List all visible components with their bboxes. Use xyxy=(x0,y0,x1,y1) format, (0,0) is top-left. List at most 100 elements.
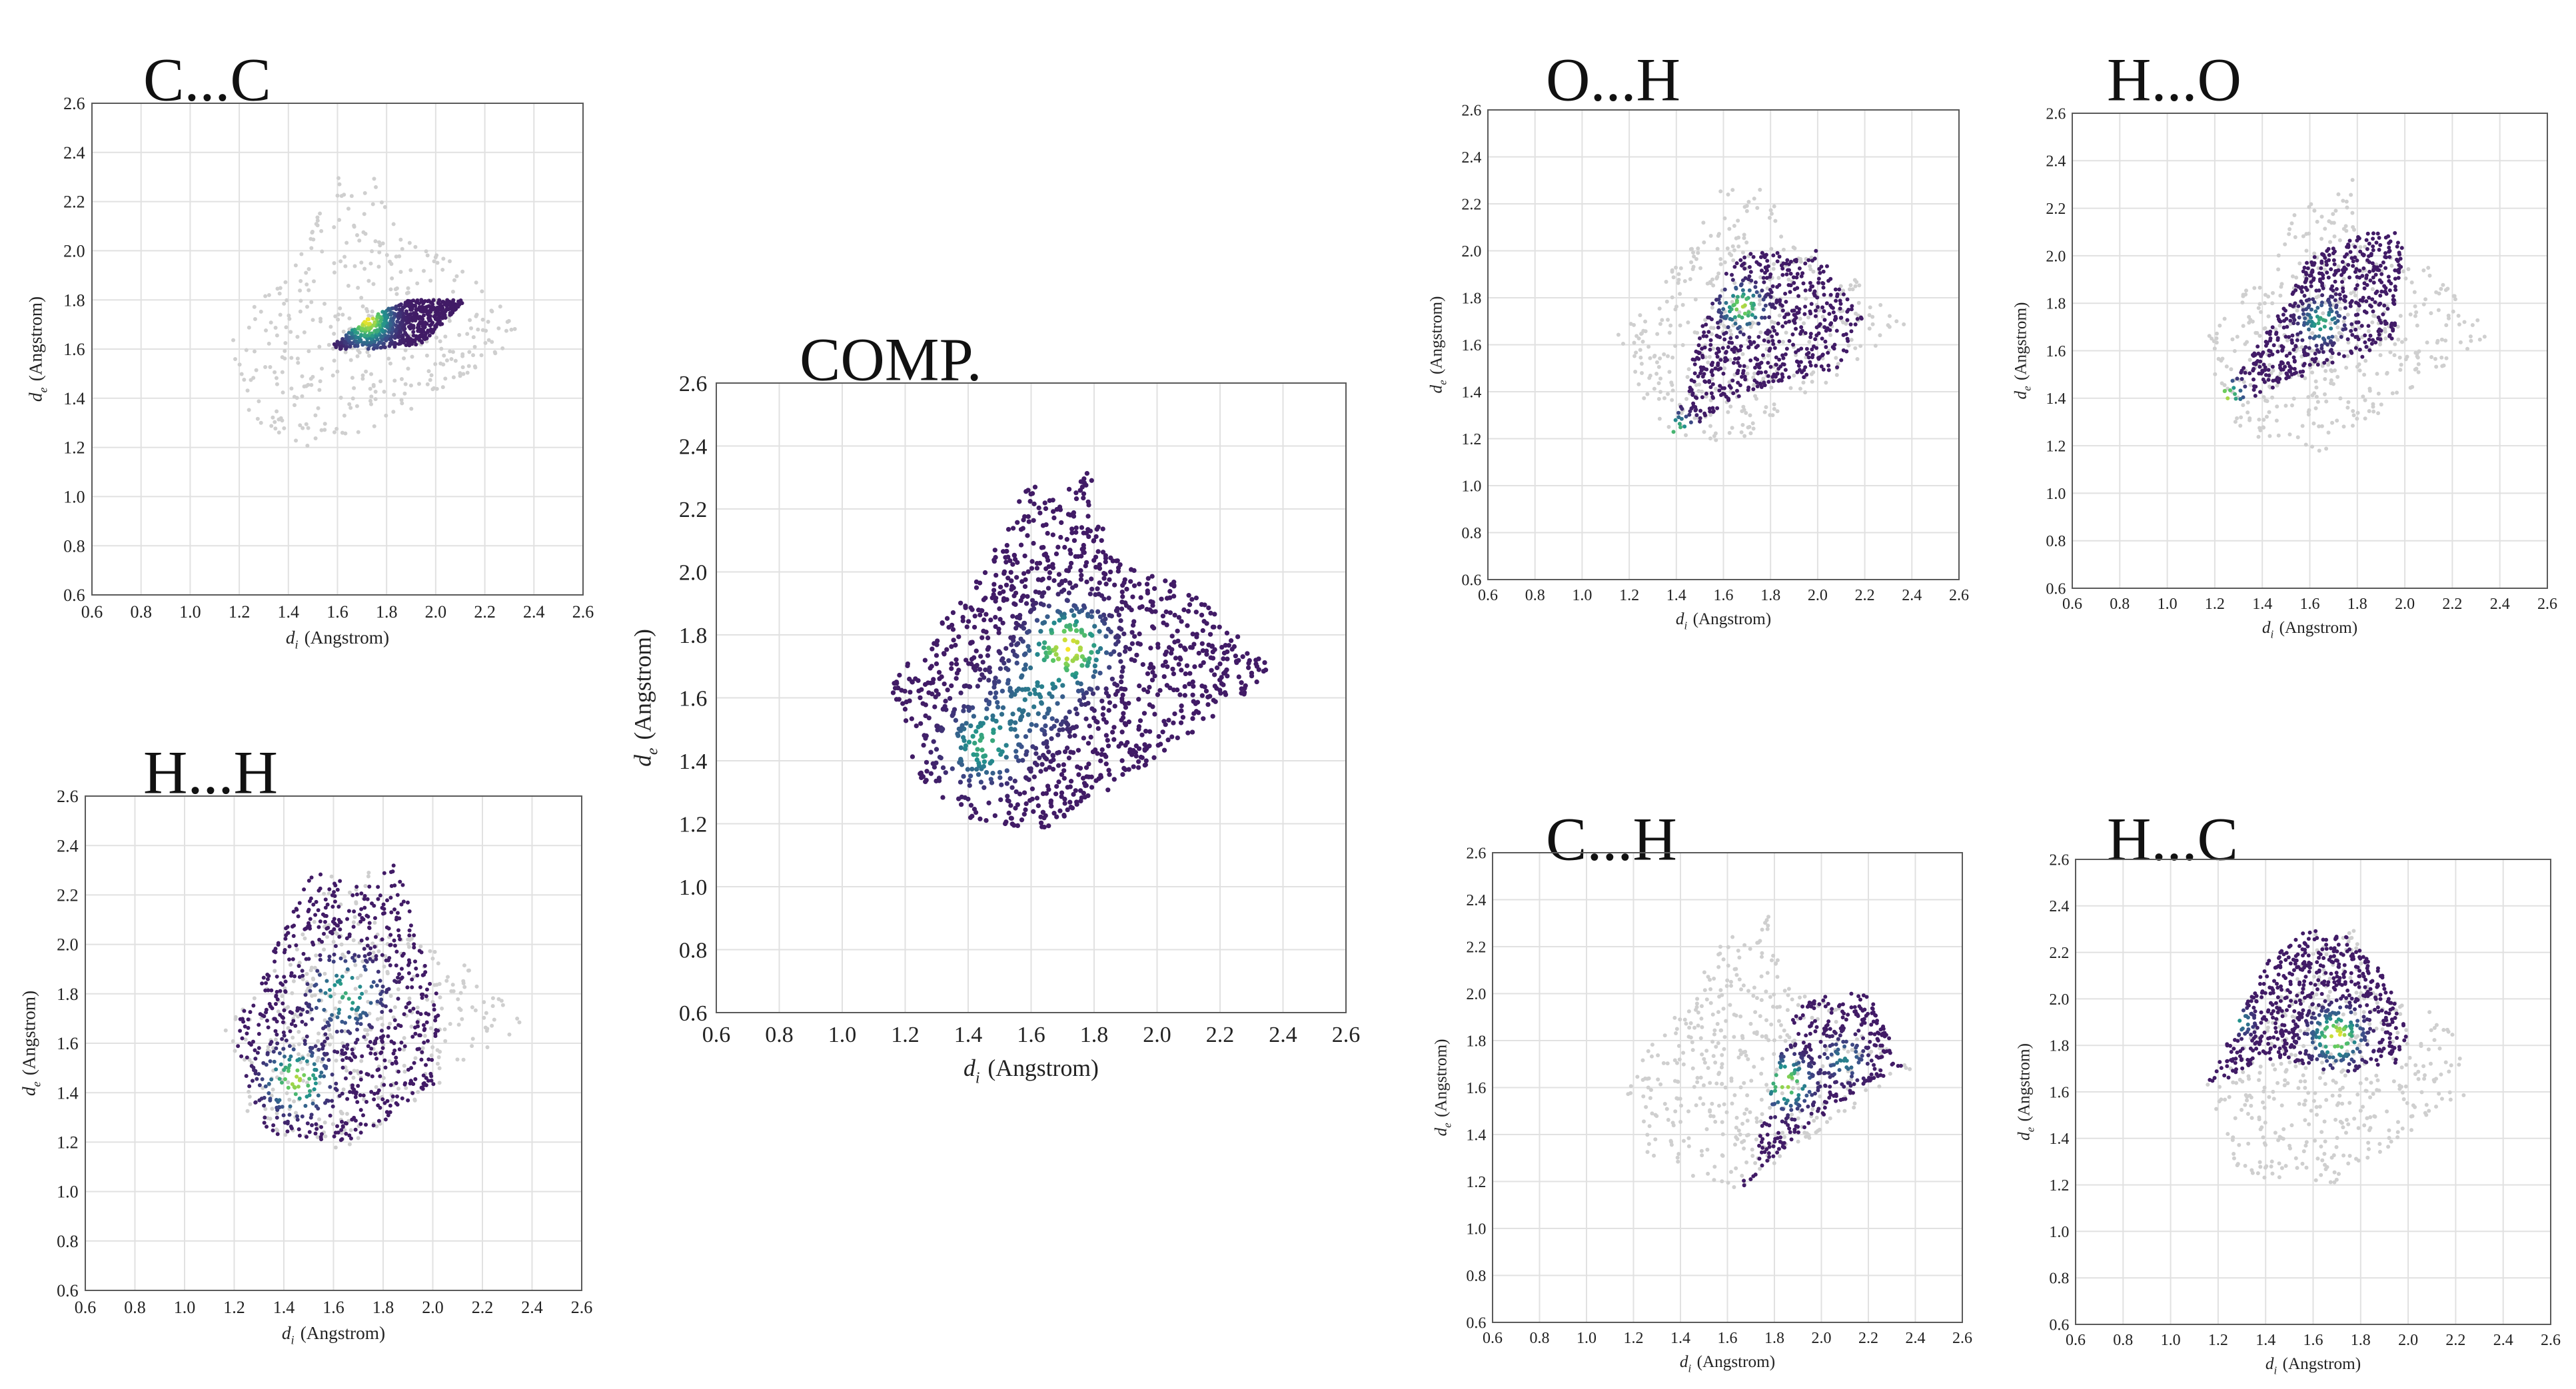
highlight-point xyxy=(1068,779,1074,784)
highlight-point xyxy=(263,1084,268,1089)
highlight-point xyxy=(342,1044,346,1049)
highlight-point xyxy=(1814,364,1818,368)
highlight-point xyxy=(975,747,980,752)
highlight-point xyxy=(344,336,348,340)
background-point xyxy=(326,342,331,347)
highlight-point xyxy=(1112,582,1117,588)
background-point xyxy=(2244,288,2248,293)
highlight-point xyxy=(1099,698,1105,703)
background-point xyxy=(426,369,431,374)
background-point xyxy=(364,989,368,994)
x-tick-label: 1.2 xyxy=(1619,587,1639,604)
highlight-point xyxy=(1717,300,1722,305)
background-point xyxy=(378,379,383,384)
x-tick-label: 2.4 xyxy=(1269,1023,1297,1047)
highlight-point xyxy=(1075,680,1080,686)
background-point xyxy=(283,280,288,284)
highlight-point xyxy=(1821,285,1826,290)
highlight-point xyxy=(322,1074,326,1079)
highlight-point xyxy=(985,653,991,658)
highlight-point xyxy=(404,1005,408,1009)
highlight-point xyxy=(424,1063,428,1067)
highlight-point xyxy=(1141,711,1147,716)
highlight-point xyxy=(1221,682,1226,688)
highlight-point xyxy=(395,893,400,897)
background-point xyxy=(289,386,294,391)
highlight-point xyxy=(310,1017,315,1021)
highlight-point xyxy=(942,681,947,687)
highlight-point xyxy=(973,585,979,590)
highlight-point xyxy=(390,1061,394,1066)
highlight-point xyxy=(335,340,340,344)
background-point xyxy=(2389,263,2394,268)
highlight-point xyxy=(311,902,316,907)
highlight-point xyxy=(240,1036,245,1041)
background-point xyxy=(1648,356,1652,360)
highlight-point xyxy=(244,1074,249,1079)
highlight-point xyxy=(1179,668,1184,673)
highlight-point xyxy=(1048,800,1053,805)
highlight-point xyxy=(1726,325,1730,330)
highlight-point xyxy=(312,1062,317,1067)
highlight-point xyxy=(406,314,410,318)
highlight-point xyxy=(334,1029,339,1034)
highlight-point xyxy=(1134,652,1139,658)
background-point xyxy=(304,270,309,275)
highlight-point xyxy=(273,959,277,964)
highlight-point xyxy=(981,617,987,623)
y-axis-subscript: e xyxy=(1437,380,1449,385)
highlight-point xyxy=(1055,732,1061,737)
highlight-point xyxy=(1720,346,1725,350)
background-point xyxy=(460,1017,464,1021)
highlight-point xyxy=(414,307,418,312)
highlight-point xyxy=(278,1013,283,1017)
background-point xyxy=(2276,433,2281,438)
highlight-point xyxy=(1808,280,1812,285)
background-point xyxy=(348,1128,353,1133)
highlight-point xyxy=(353,1041,358,1045)
background-point xyxy=(263,1107,268,1111)
highlight-point xyxy=(1121,631,1127,637)
background-point xyxy=(315,215,320,220)
highlight-point xyxy=(367,1023,372,1027)
background-point xyxy=(436,961,440,966)
highlight-point xyxy=(382,907,386,911)
background-point xyxy=(425,253,430,258)
background-point xyxy=(300,394,305,398)
background-point xyxy=(1777,313,1782,318)
highlight-point xyxy=(1139,755,1145,760)
highlight-point xyxy=(1192,664,1197,670)
highlight-point xyxy=(423,332,428,337)
highlight-point xyxy=(959,762,965,767)
background-point xyxy=(1727,227,1732,231)
highlight-point xyxy=(432,1003,436,1007)
highlight-point xyxy=(1179,708,1184,713)
highlight-point xyxy=(1013,626,1019,631)
highlight-point xyxy=(361,1093,366,1098)
highlight-point xyxy=(1136,697,1141,702)
highlight-point xyxy=(1031,540,1036,546)
highlight-point xyxy=(246,1017,251,1022)
highlight-point xyxy=(413,1031,418,1036)
highlight-point xyxy=(264,981,269,985)
highlight-point xyxy=(1759,360,1764,365)
background-point xyxy=(1841,288,1846,293)
highlight-point xyxy=(392,943,397,948)
highlight-point xyxy=(340,974,344,979)
highlight-point xyxy=(1041,753,1046,758)
background-point xyxy=(1811,370,1816,374)
highlight-point xyxy=(904,699,909,705)
background-point xyxy=(485,1027,490,1031)
highlight-point xyxy=(1040,620,1045,626)
highlight-point xyxy=(370,1074,374,1079)
highlight-point xyxy=(1090,691,1096,696)
highlight-point xyxy=(997,606,1002,612)
highlight-point xyxy=(265,977,270,981)
background-point xyxy=(336,312,340,317)
highlight-point xyxy=(1742,374,1747,379)
highlight-point xyxy=(1735,294,1740,299)
background-point xyxy=(470,1044,474,1049)
highlight-point xyxy=(1061,775,1067,781)
highlight-point xyxy=(452,308,457,312)
highlight-point xyxy=(1172,612,1177,618)
